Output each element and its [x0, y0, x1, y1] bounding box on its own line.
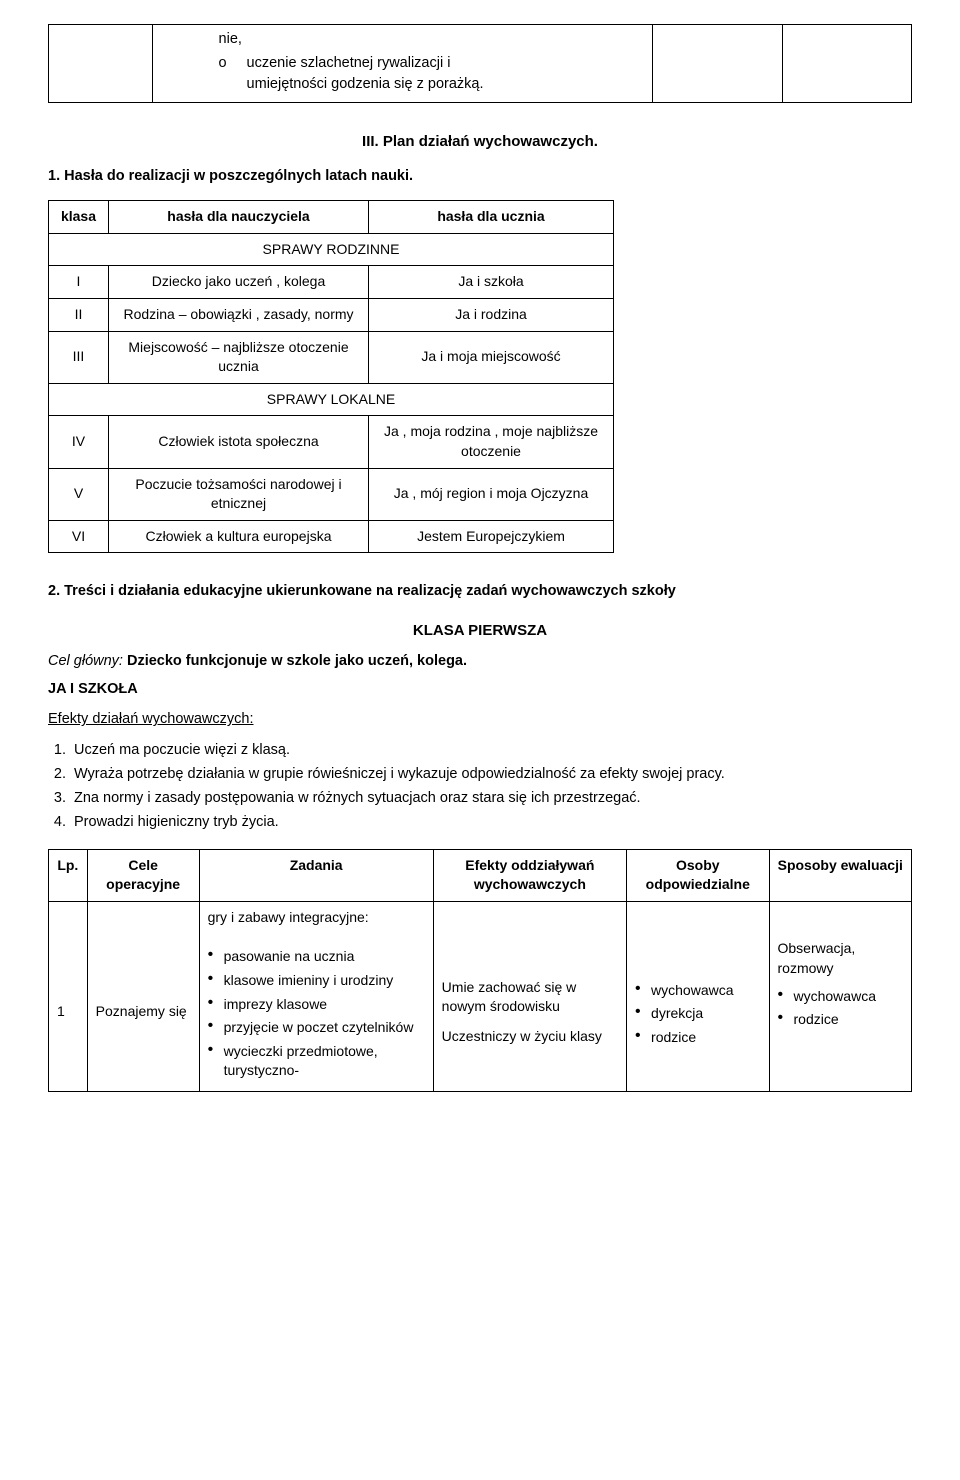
list-item: pasowanie na ucznia [208, 947, 425, 967]
list-item: wychowawca [778, 987, 904, 1007]
th-nauczyciel: hasła dla nauczyciela [109, 201, 369, 234]
list-item: Zna normy i zasady postępowania w różnyc… [70, 788, 912, 808]
efekt-p1: Umie zachować się w nowym środowisku [442, 978, 618, 1017]
th-klasa: klasa [49, 201, 109, 234]
plan-title: III. Plan działań wychowawczych. [48, 131, 912, 152]
osoby-bullets: wychowawca dyrekcja rodzice [635, 981, 760, 1048]
th-lp: Lp. [49, 849, 88, 901]
th-osoby: Osoby odpowiedzialne [627, 849, 769, 901]
list-marker-o: o [219, 53, 247, 73]
efekty-list: Uczeń ma poczucie więzi z klasą. Wyraża … [70, 740, 912, 833]
list-item: dyrekcja [635, 1004, 760, 1024]
top-line-1: nie, [219, 29, 647, 49]
table-row: III Miejscowość – najbliższe otoczenie u… [49, 331, 614, 383]
efekt-p2: Uczestniczy w życiu klasy [442, 1027, 618, 1047]
cell-cele: Poznajemy się [87, 933, 199, 1091]
list-item: wychowawca [635, 981, 760, 1001]
list-item: przyjęcie w poczet czytelników [208, 1018, 425, 1038]
top-line-2a: uczenie szlachetnej rywalizacji i [247, 53, 451, 73]
ja-i-szkola: JA I SZKOŁA [48, 679, 912, 699]
table-row: II Rodzina – obowiązki , zasady, normy J… [49, 298, 614, 331]
sposoby-intro: Obserwacja, rozmowy [778, 939, 904, 978]
th-cele: Cele operacyjne [87, 849, 199, 901]
cel-label: Cel główny: [48, 653, 123, 669]
tresci-heading: 2. Treści i działania edukacyjne ukierun… [48, 581, 912, 601]
hasla-heading: 1. Hasła do realizacji w poszczególnych … [48, 166, 912, 186]
th-uczen: hasła dla ucznia [369, 201, 614, 234]
top-line-2b: umiejętności godzenia się z porażką. [219, 74, 647, 94]
zadania-bullets: pasowanie na ucznia klasowe imieniny i u… [208, 947, 425, 1081]
bottom-table: Lp. Cele operacyjne Zadania Efekty oddzi… [48, 849, 912, 1092]
cel-text: Dziecko funkcjonuje w szkole jako uczeń,… [123, 653, 467, 669]
table-row: gry i zabawy integracyjne: [49, 901, 912, 933]
table-row: VI Człowiek a kultura europejska Jestem … [49, 520, 614, 553]
th-sposoby: Sposoby ewaluacji [769, 849, 912, 901]
list-item: Uczeń ma poczucie więzi z klasą. [70, 740, 912, 760]
list-item: imprezy klasowe [208, 995, 425, 1015]
table-row: IV Człowiek istota społeczna Ja , moja r… [49, 416, 614, 468]
cel-glowny: Cel główny: Dziecko funkcjonuje w szkole… [48, 651, 912, 671]
list-item: wycieczki przedmiotowe, turystyczno- [208, 1042, 425, 1081]
table-row: 1 Poznajemy się pasowanie na ucznia klas… [49, 933, 912, 1091]
th-efekty: Efekty oddziaływań wychowawczych [433, 849, 626, 901]
list-item: rodzice [635, 1028, 760, 1048]
th-zadania: Zadania [199, 849, 433, 901]
list-item: Prowadzi higieniczny tryb życia. [70, 812, 912, 832]
list-item: rodzice [778, 1010, 904, 1030]
cell-lp: 1 [49, 933, 88, 1091]
list-item: klasowe imieniny i urodziny [208, 971, 425, 991]
sposoby-bullets: wychowawca rodzice [778, 987, 904, 1030]
group-lokalne: SPRAWY LOKALNE [49, 383, 614, 416]
klasa-table: klasa hasła dla nauczyciela hasła dla uc… [48, 200, 614, 553]
group-rodzinne: SPRAWY RODZINNE [49, 233, 614, 266]
zadania-intro: gry i zabawy integracyjne: [208, 908, 425, 928]
table-row: V Poczucie tożsamości narodowej i etnicz… [49, 468, 614, 520]
top-fragment-table: nie, o uczenie szlachetnej rywalizacji i… [48, 24, 912, 103]
table-row: I Dziecko jako uczeń , kolega Ja i szkoł… [49, 266, 614, 299]
list-item: Wyraża potrzebę działania w grupie rówie… [70, 764, 912, 784]
efekty-label: Efekty działań wychowawczych: [48, 709, 912, 729]
klasa-pierwsza-label: KLASA PIERWSZA [48, 620, 912, 641]
